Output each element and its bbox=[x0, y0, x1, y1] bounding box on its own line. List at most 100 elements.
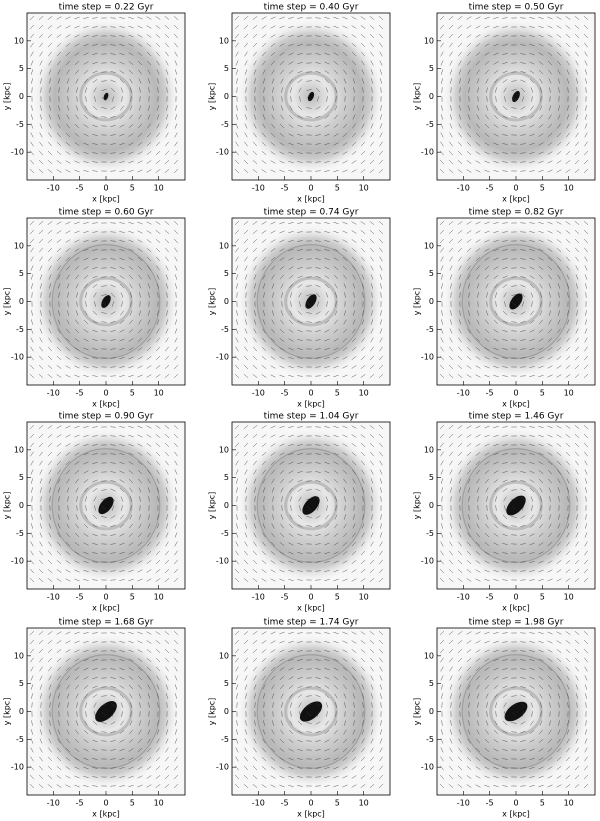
y-tick-label: -10 bbox=[11, 763, 24, 772]
velocity-arrow bbox=[566, 478, 570, 484]
velocity-arrow bbox=[30, 541, 34, 547]
velocity-arrow bbox=[92, 720, 98, 726]
velocity-arrow bbox=[380, 292, 382, 298]
velocity-arrow bbox=[288, 114, 294, 120]
velocity-arrow bbox=[467, 69, 471, 75]
velocity-arrow bbox=[556, 221, 562, 225]
velocity-arrow bbox=[57, 328, 61, 334]
velocity-arrow bbox=[585, 729, 587, 735]
velocity-arrow bbox=[128, 640, 134, 644]
velocity-arrow bbox=[351, 34, 357, 38]
velocity-arrow bbox=[84, 487, 88, 493]
velocity-arrow bbox=[315, 292, 321, 298]
velocity-arrow bbox=[475, 560, 481, 564]
velocity-arrow bbox=[155, 355, 161, 361]
velocity-arrow bbox=[146, 160, 152, 164]
velocity-arrow bbox=[467, 337, 471, 343]
velocity-arrow bbox=[57, 69, 61, 75]
velocity-arrow bbox=[457, 25, 463, 29]
velocity-arrow bbox=[49, 720, 51, 726]
velocity-arrow bbox=[529, 479, 535, 483]
velocity-arrow bbox=[449, 675, 453, 681]
velocity-arrow bbox=[243, 374, 249, 378]
velocity-arrow bbox=[83, 757, 89, 761]
velocity-arrow bbox=[30, 51, 34, 57]
velocity-arrow bbox=[289, 292, 293, 298]
velocity-arrow bbox=[565, 631, 571, 635]
velocity-arrow bbox=[547, 784, 553, 788]
velocity-arrow bbox=[57, 666, 61, 672]
velocity-arrow bbox=[529, 452, 535, 456]
velocity-arrow bbox=[57, 78, 61, 84]
velocity-arrow bbox=[538, 124, 544, 128]
velocity-arrow bbox=[138, 319, 142, 325]
velocity-arrow bbox=[547, 640, 553, 644]
velocity-arrow bbox=[530, 496, 534, 502]
velocity-arrow bbox=[65, 452, 71, 456]
velocity-arrow bbox=[306, 116, 312, 118]
velocity-arrow bbox=[235, 364, 239, 370]
velocity-arrow bbox=[449, 114, 453, 120]
velocity-arrow bbox=[119, 542, 125, 546]
velocity-arrow bbox=[324, 78, 330, 84]
panel-title: time step = 1.98 Gyr bbox=[469, 618, 564, 628]
velocity-arrow bbox=[245, 702, 247, 708]
velocity-arrow bbox=[484, 374, 490, 378]
velocity-arrow bbox=[566, 541, 570, 547]
velocity-arrow bbox=[353, 720, 355, 726]
velocity-arrow bbox=[137, 151, 143, 155]
velocity-arrow bbox=[540, 96, 542, 102]
velocity-arrow bbox=[128, 569, 134, 573]
velocity-arrow bbox=[56, 631, 62, 635]
velocity-arrow bbox=[83, 533, 89, 537]
y-tick-label: 0 bbox=[224, 297, 229, 306]
velocity-arrow bbox=[370, 114, 374, 120]
velocity-arrow bbox=[574, 238, 580, 244]
velocity-arrow bbox=[48, 337, 52, 343]
velocity-arrow bbox=[252, 160, 258, 164]
velocity-arrow bbox=[30, 123, 34, 129]
velocity-arrow bbox=[511, 302, 517, 306]
panel: time step = 1.46 Gyr-10 -5 0 5 10-10-50510x … bbox=[413, 412, 596, 613]
velocity-arrow bbox=[476, 693, 480, 699]
velocity-arrow bbox=[351, 452, 357, 456]
velocity-arrow bbox=[585, 78, 587, 84]
velocity-arrow bbox=[75, 310, 79, 316]
velocity-arrow bbox=[567, 514, 569, 520]
velocity-arrow bbox=[378, 568, 384, 574]
velocity-arrow bbox=[110, 330, 116, 332]
velocity-arrow bbox=[325, 720, 329, 726]
velocity-arrow bbox=[315, 579, 321, 581]
velocity-arrow bbox=[459, 310, 461, 316]
velocity-arrow bbox=[325, 292, 329, 298]
velocity-arrow bbox=[174, 747, 178, 753]
velocity-arrow bbox=[39, 738, 43, 744]
velocity-arrow bbox=[279, 374, 285, 378]
bar-core bbox=[95, 701, 117, 722]
velocity-arrow bbox=[66, 69, 70, 75]
velocity-arrow bbox=[315, 740, 321, 742]
velocity-arrow bbox=[379, 355, 383, 361]
velocity-arrow bbox=[565, 451, 571, 457]
velocity-arrow bbox=[270, 667, 276, 671]
velocity-arrow bbox=[520, 330, 526, 332]
velocity-arrow bbox=[57, 460, 61, 466]
velocity-arrow bbox=[502, 266, 508, 270]
velocity-arrow bbox=[503, 496, 507, 502]
velocity-arrow bbox=[529, 693, 535, 699]
velocity-arrow bbox=[529, 375, 535, 377]
velocity-arrow bbox=[520, 570, 526, 572]
velocity-arrow bbox=[371, 514, 373, 520]
velocity-arrow bbox=[84, 105, 88, 111]
velocity-arrow bbox=[253, 141, 257, 147]
velocity-arrow bbox=[92, 488, 98, 492]
velocity-arrow bbox=[529, 257, 535, 261]
velocity-arrow bbox=[244, 541, 248, 547]
velocity-arrow bbox=[475, 640, 481, 644]
ring bbox=[256, 448, 366, 563]
velocity-arrow bbox=[146, 460, 152, 466]
velocity-arrow bbox=[74, 461, 80, 465]
velocity-arrow bbox=[484, 123, 490, 129]
velocity-arrow bbox=[262, 114, 266, 120]
velocity-arrow bbox=[557, 265, 561, 271]
